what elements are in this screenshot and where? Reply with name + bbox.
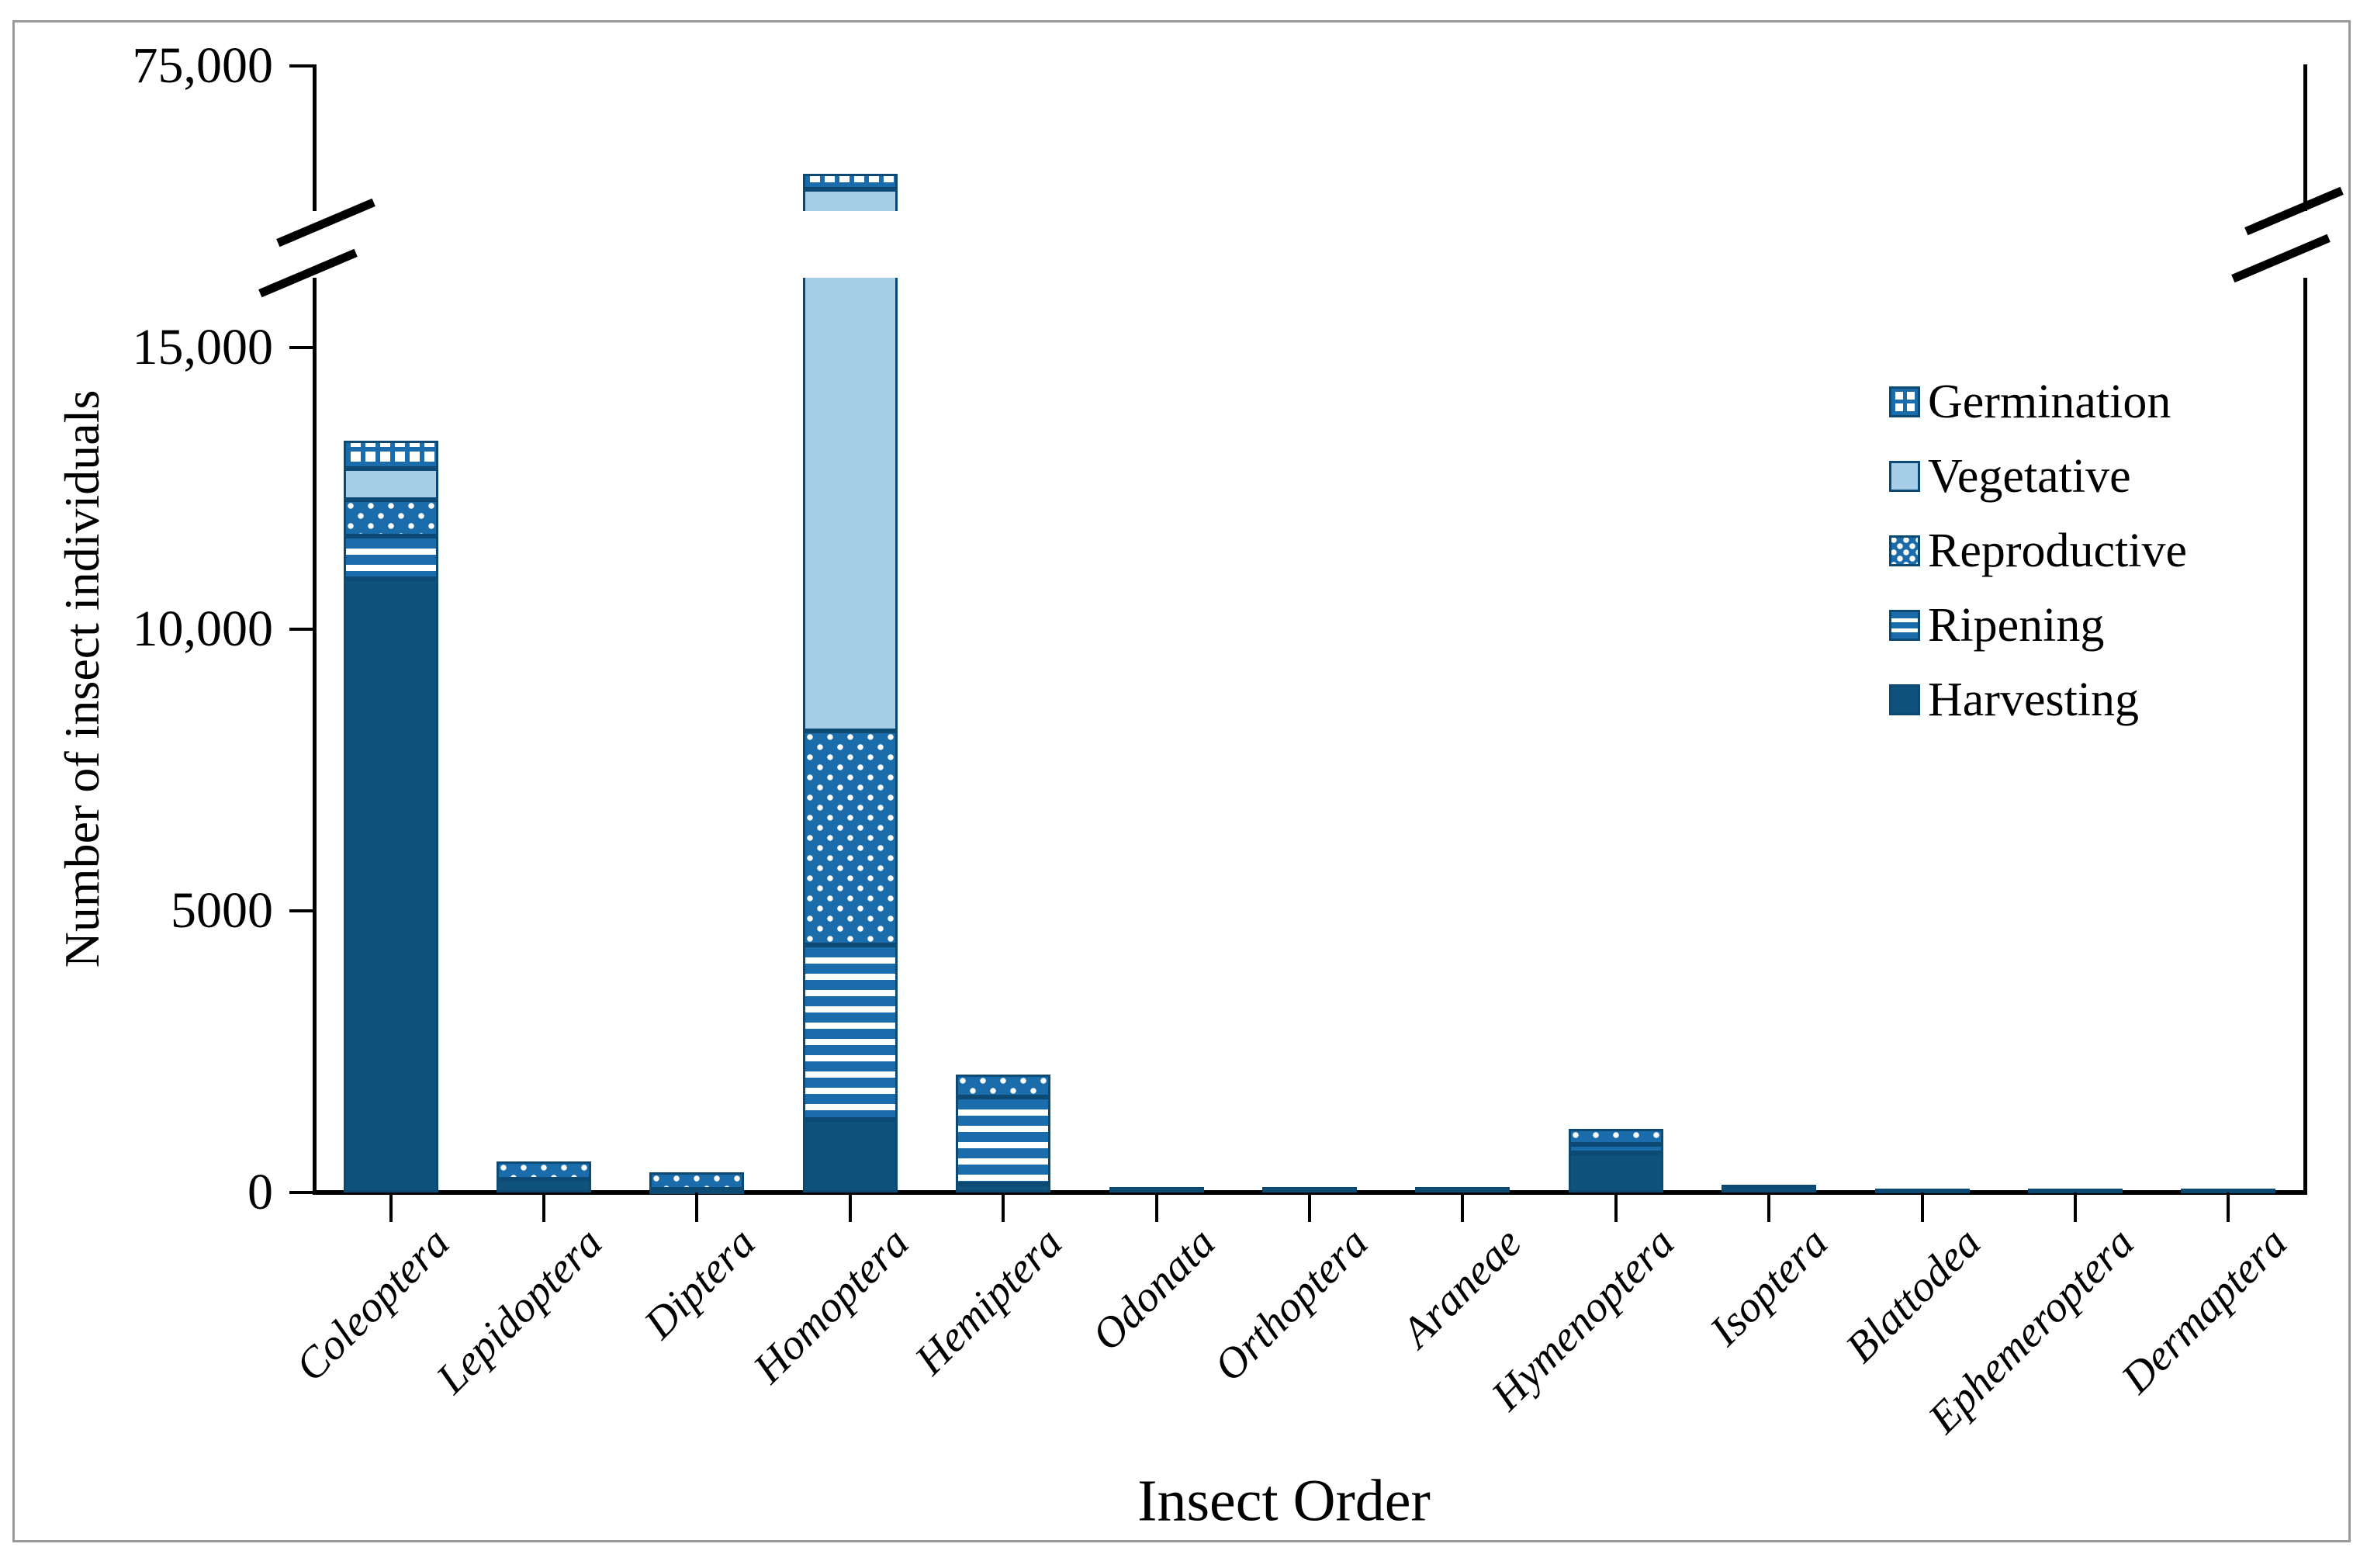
bar-segment-hymenoptera-ripening — [1568, 1144, 1663, 1154]
bar-segment-hemiptera-ripening — [956, 1096, 1051, 1185]
legend-item-germination: Germination — [1889, 378, 2187, 426]
x-tick-lepidoptera — [542, 1192, 546, 1222]
bar-segment-coleoptera-vegetative — [343, 469, 438, 500]
bar-segment-homoptera-reproductive — [802, 730, 898, 945]
x-axis-title: Insect Order — [1137, 1468, 1431, 1534]
bar-segment-ephemeroptera-harvesting — [2027, 1188, 2123, 1193]
y-axis-right-spine — [2303, 64, 2307, 1194]
y-tick-10000 — [289, 628, 314, 631]
y-tick-5000 — [289, 909, 314, 912]
legend-item-vegetative: Vegetative — [1889, 452, 2187, 500]
x-tick-odonata — [1154, 1192, 1158, 1222]
legend-label-harvesting: Harvesting — [1928, 673, 2140, 726]
bar-segment-coleoptera-harvesting — [343, 578, 438, 1192]
legend-swatch-harvesting — [1889, 684, 1920, 715]
legend-item-reproductive: Reproductive — [1889, 527, 2187, 575]
bar-segment-coleoptera-germination — [343, 440, 438, 469]
y-axis-left-spine — [313, 64, 317, 1194]
bar-segment-lepidoptera-reproductive — [497, 1161, 592, 1180]
x-tick-isoptera — [1767, 1192, 1771, 1222]
legend-item-ripening: Ripening — [1889, 601, 2187, 649]
y-axis-title: Number of insect individuals — [54, 389, 109, 968]
legend-label-ripening: Ripening — [1928, 599, 2105, 652]
bar-segment-araneae-harvesting — [1415, 1187, 1510, 1192]
y-tick-label-10000: 10,000 — [132, 601, 274, 657]
legend-swatch-vegetative — [1889, 461, 1920, 492]
y-tick-label-15000: 15,000 — [132, 319, 274, 376]
x-tick-hemiptera — [1002, 1192, 1005, 1222]
bar-segment-homoptera-vegetative — [802, 189, 898, 731]
bar-segment-orthoptera-harvesting — [1262, 1187, 1357, 1192]
y-tick-label-5000: 5000 — [171, 882, 273, 939]
y-tick-75000 — [289, 64, 314, 67]
legend-item-harvesting: Harvesting — [1889, 676, 2187, 724]
legend: Germination Vegetative Reproductive Ripenin… — [1889, 378, 2187, 758]
x-tick-hymenoptera — [1614, 1192, 1618, 1222]
bar-segment-hymenoptera-reproductive — [1568, 1128, 1663, 1145]
x-tick-ephemeroptera — [2073, 1192, 2077, 1222]
x-tick-diptera — [695, 1192, 699, 1222]
legend-label-reproductive: Reproductive — [1928, 524, 2188, 577]
bar-segment-isoptera-ripening — [1722, 1184, 1817, 1189]
bar-segment-homoptera-germination — [802, 174, 898, 190]
legend-swatch-germination — [1889, 386, 1920, 417]
legend-label-germination: Germination — [1928, 376, 2171, 428]
y-tick-label-75000: 75,000 — [132, 37, 274, 94]
bar-segment-lepidoptera-harvesting — [497, 1179, 592, 1192]
bar-segment-odonata-harvesting — [1109, 1186, 1204, 1192]
legend-swatch-reproductive — [1889, 535, 1920, 566]
bar-segment-hemiptera-reproductive — [956, 1074, 1051, 1097]
x-tick-blattodea — [1920, 1192, 1924, 1222]
x-tick-coleoptera — [389, 1192, 393, 1222]
y-tick-15000 — [289, 346, 314, 349]
bar-segment-dermaptera-harvesting — [2181, 1188, 2276, 1193]
y-tick-0 — [289, 1191, 314, 1194]
bar-segment-homoptera-ripening — [802, 944, 898, 1120]
bar-segment-hemiptera-harvesting — [956, 1184, 1051, 1192]
x-tick-araneae — [1461, 1192, 1465, 1222]
bar-segment-homoptera-harvesting — [802, 1119, 898, 1192]
bar-segment-coleoptera-reproductive — [343, 500, 438, 537]
bar-segment-hymenoptera-harvesting — [1568, 1153, 1663, 1192]
x-tick-orthoptera — [1308, 1192, 1311, 1222]
x-tick-dermaptera — [2227, 1192, 2230, 1222]
legend-label-vegetative: Vegetative — [1928, 450, 2131, 503]
x-tick-homoptera — [848, 1192, 852, 1222]
bar-segment-coleoptera-ripening — [343, 536, 438, 579]
y-tick-label-0: 0 — [247, 1164, 273, 1220]
axis-break-band — [305, 211, 2316, 278]
bar-segment-blattodea-harvesting — [1874, 1188, 1970, 1193]
bar-segment-diptera-reproductive — [649, 1172, 745, 1189]
legend-swatch-ripening — [1889, 610, 1920, 641]
